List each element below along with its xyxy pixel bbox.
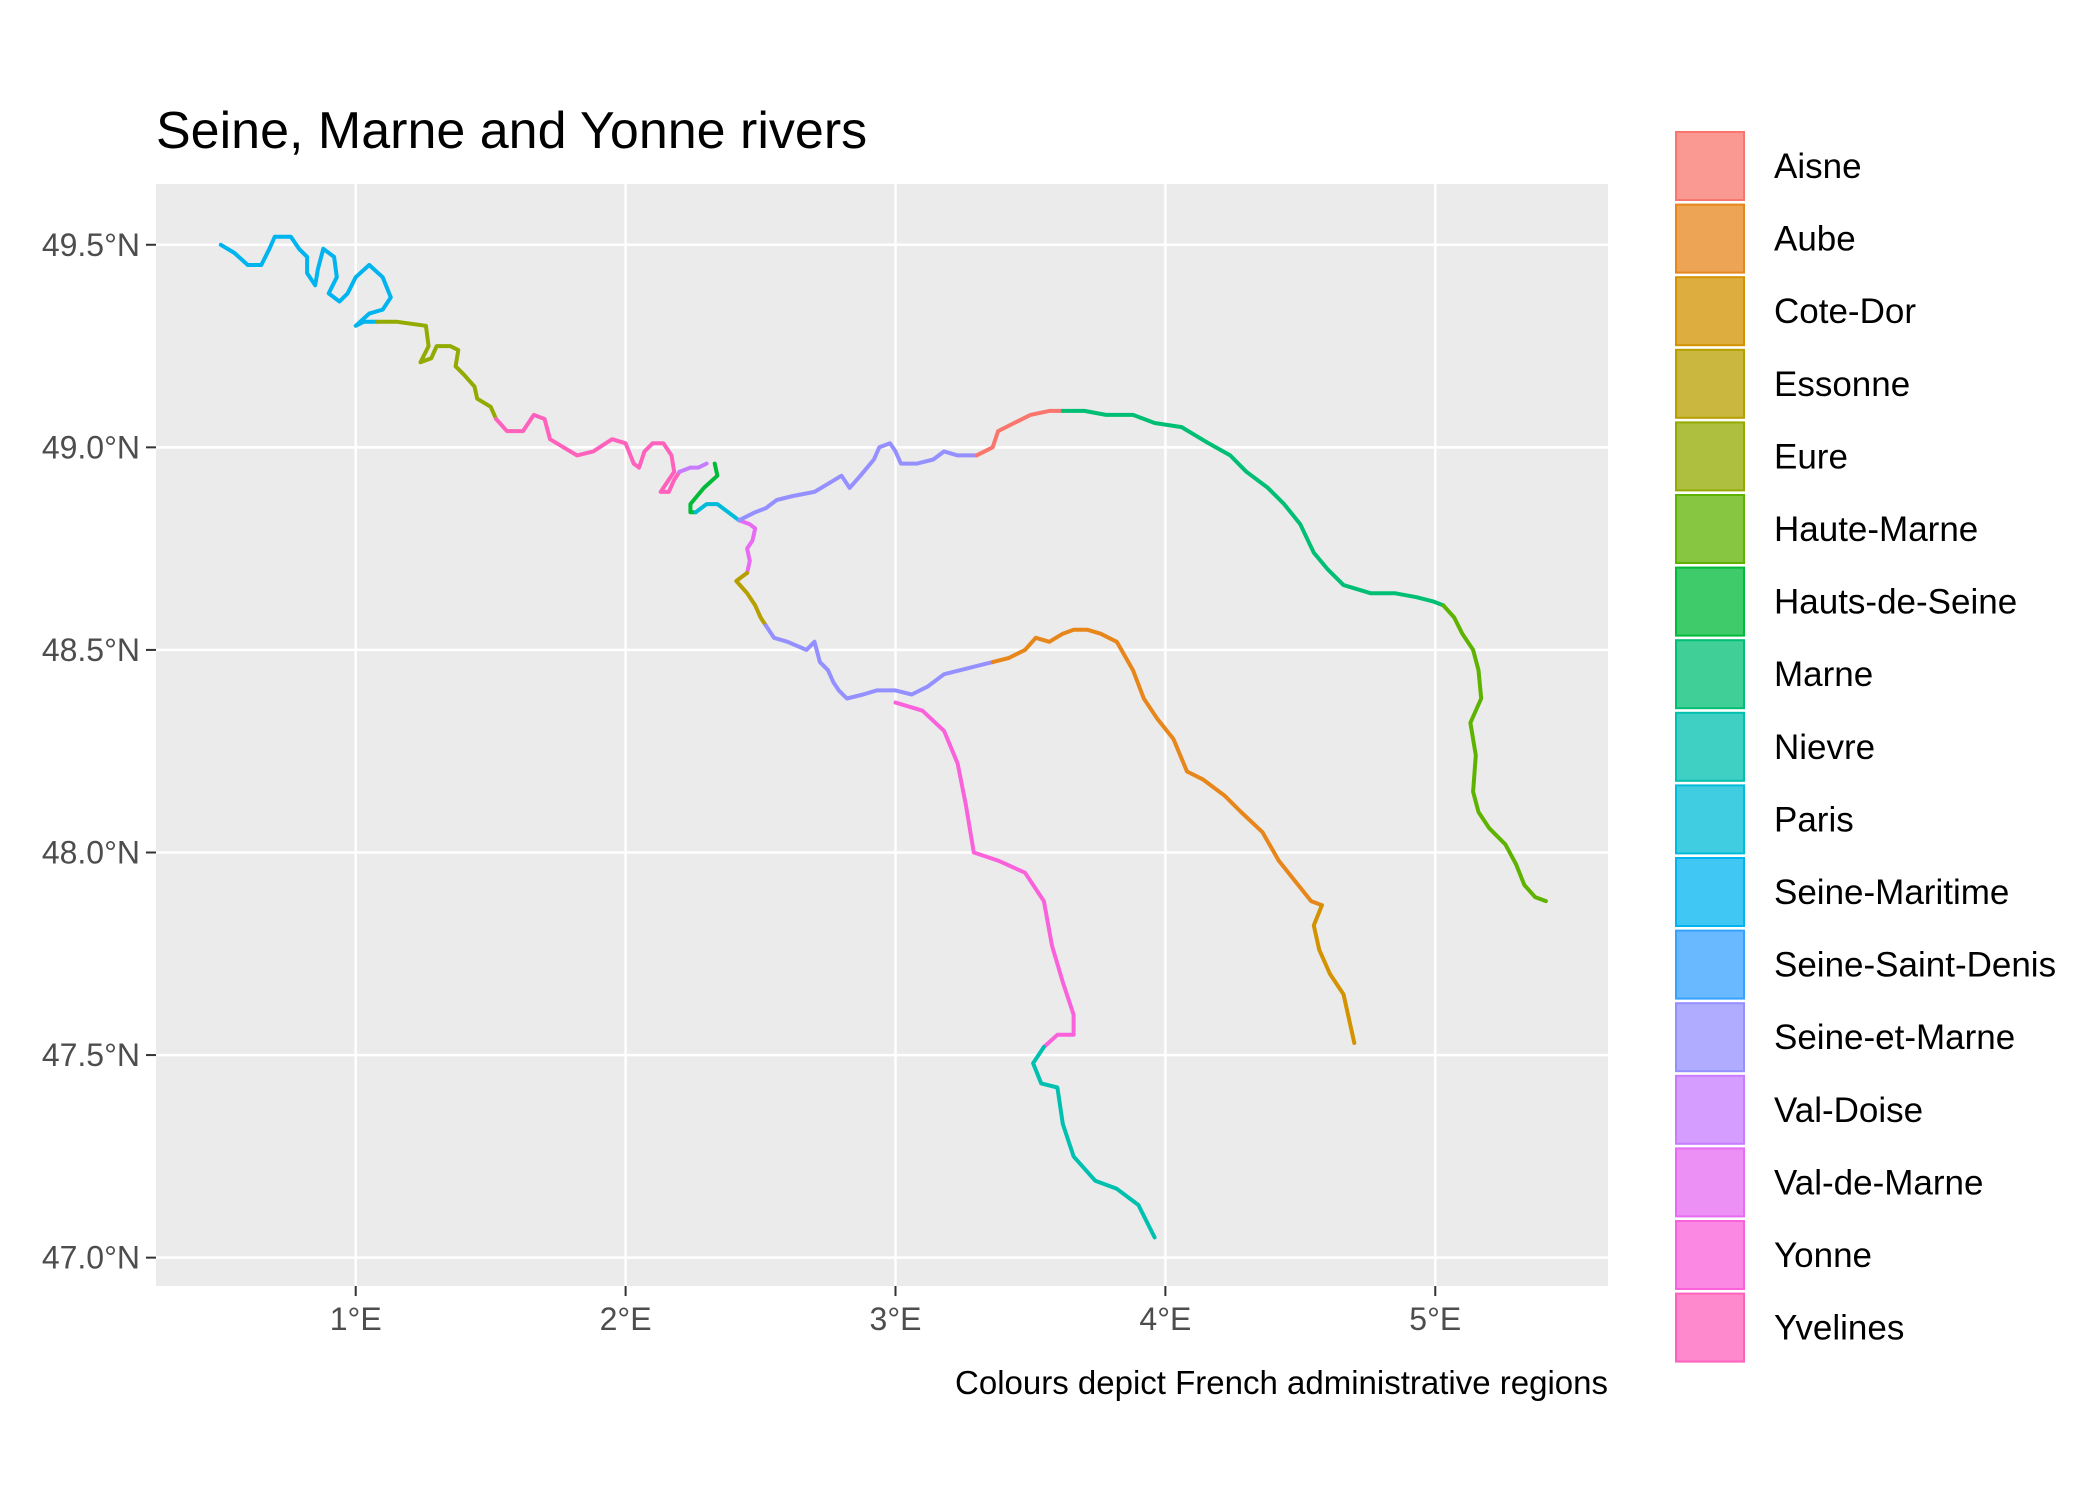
y-tick-label: 49.0°N (42, 429, 140, 465)
gridlines (156, 184, 1608, 1286)
x-tick-label: 2°E (600, 1301, 652, 1337)
y-tick-label: 48.5°N (42, 632, 140, 668)
legend-label-yonne: Yonne (1774, 1236, 1872, 1275)
legend-key-cote-dor (1675, 276, 1745, 347)
river-segment-essonne (734, 570, 768, 628)
legend-key-paris (1675, 784, 1745, 855)
river-segment-marne (1060, 408, 1446, 608)
river-segment-seine-et-marne (737, 441, 979, 523)
legend: Aisne Aube Cote-Dor Essonne Eure Haute-Marne H… (1675, 131, 2056, 1363)
river-segment-aisne (974, 408, 1065, 458)
legend-key-haute-marne (1675, 494, 1745, 564)
y-tick-label: 49.5°N (42, 227, 140, 263)
y-tick-label: 48.0°N (42, 834, 140, 870)
chart-caption: Colours depict French administrative reg… (955, 1364, 1608, 1401)
legend-label-seine-maritime: Seine-Maritime (1774, 873, 2009, 912)
legend-key-yvelines (1675, 1292, 1745, 1363)
river-segment-aube (990, 627, 1324, 908)
legend-label-marne: Marne (1774, 655, 1873, 694)
river-segment-paris (693, 502, 741, 523)
legend-key-marne (1675, 639, 1745, 710)
legend-label-seine-et-marne: Seine-et-Marne (1774, 1018, 2015, 1057)
river-lines (218, 234, 1548, 1240)
legend-label-aisne: Aisne (1774, 147, 1862, 186)
river-segment-cote-dor (1311, 903, 1357, 1045)
river-segment-yonne (893, 700, 1076, 1049)
legend-key-seine-et-marne (1675, 1002, 1745, 1073)
x-tick-label: 1°E (330, 1301, 382, 1337)
legend-label-seine-saint-denis: Seine-Saint-Denis (1774, 946, 2056, 985)
y-tick-label: 47.0°N (42, 1240, 140, 1276)
axes: 1°E 2°E 3°E 4°E 5°E 47.0°N 47.5°N 48.0°N 48.5°N 4… (42, 227, 1461, 1337)
river-segment-haute-marne (1441, 603, 1548, 904)
river-segment-eure (375, 319, 499, 421)
river-segment-seine-maritime (218, 234, 393, 328)
legend-key-hauts-de-seine (1675, 566, 1745, 637)
plot-panel (156, 184, 1608, 1286)
legend-label-cote-dor: Cote-Dor (1774, 292, 1916, 331)
x-tick-label: 3°E (870, 1301, 922, 1337)
legend-label-paris: Paris (1774, 800, 1854, 839)
legend-label-haute-marne: Haute-Marne (1774, 510, 1978, 549)
legend-label-val-doise: Val-Doise (1774, 1091, 1923, 1130)
chart-title: Seine, Marne and Yonne rivers (156, 102, 867, 160)
legend-label-yvelines: Yvelines (1774, 1309, 1904, 1348)
legend-label-aube: Aube (1774, 220, 1856, 259)
legend-key-aisne (1675, 131, 1745, 201)
legend-key-aube (1675, 203, 1745, 274)
legend-label-nievre: Nievre (1774, 728, 1875, 767)
legend-label-hauts-de-seine: Hauts-de-Seine (1774, 583, 2017, 622)
legend-key-yonne (1675, 1220, 1745, 1290)
legend-key-val-doise (1675, 1074, 1745, 1145)
x-tick-label: 5°E (1409, 1301, 1461, 1337)
x-tick-label: 4°E (1139, 1301, 1191, 1337)
river-segment-nievre (1031, 1045, 1157, 1240)
river-segment-val-doise (677, 461, 709, 474)
legend-label-eure: Eure (1774, 437, 1848, 476)
legend-key-seine-saint-denis (1675, 929, 1745, 1000)
y-tick-label: 47.5°N (42, 1037, 140, 1073)
river-segment-yvelines (494, 412, 682, 494)
legend-key-seine-maritime (1675, 857, 1745, 927)
legend-label-essonne: Essonne (1774, 365, 1910, 404)
legend-label-val-de-marne: Val-de-Marne (1774, 1163, 1983, 1202)
legend-key-val-de-marne (1675, 1147, 1745, 1218)
river-segment-val-de-marne (737, 518, 758, 575)
river-segment-hauts-de-seine (688, 461, 720, 515)
river-segment-seine-et-marne (763, 623, 995, 701)
legend-key-eure (1675, 421, 1745, 492)
legend-key-nievre (1675, 711, 1745, 782)
legend-key-essonne (1675, 348, 1745, 419)
